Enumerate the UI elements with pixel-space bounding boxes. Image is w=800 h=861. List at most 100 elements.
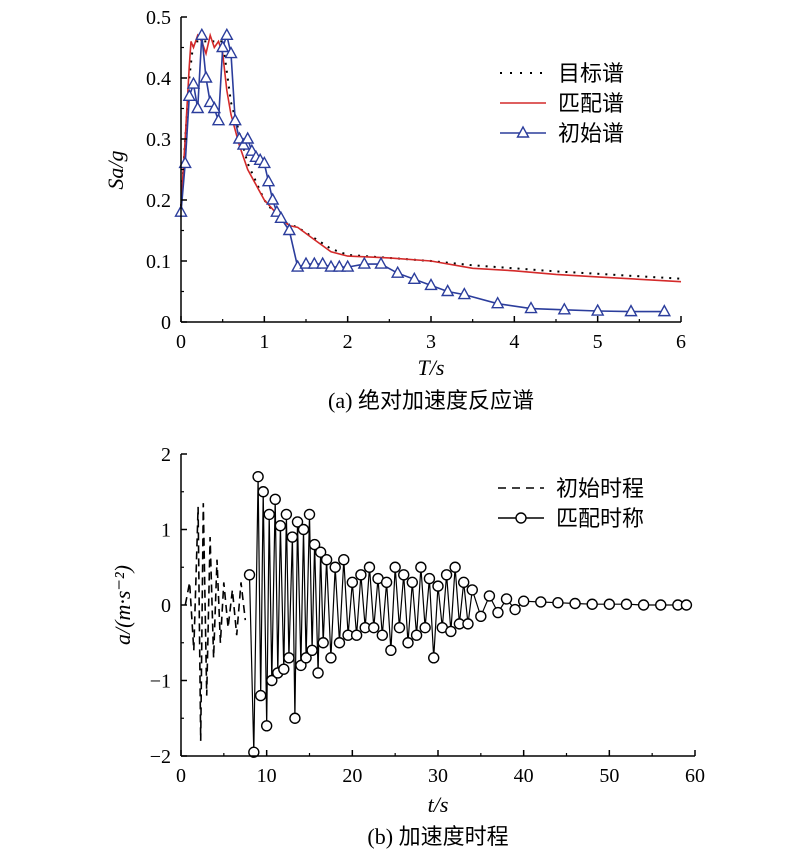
series-point-triangle [332, 259, 347, 272]
series-point-circle [603, 598, 616, 610]
x-tick-label: 20 [342, 765, 362, 787]
x-tick-label: 6 [676, 331, 686, 353]
series-point-circle [269, 493, 281, 505]
series-point-triangle [257, 155, 272, 169]
panel-b-caption: (b) 加速度时程 [367, 824, 508, 849]
series-point-circle [308, 538, 321, 551]
y-tick-label: 0 [161, 312, 171, 334]
series-point-circle [509, 603, 521, 616]
series-point-circle [329, 561, 341, 573]
series-point-circle [314, 546, 327, 558]
panel-b-ticks: 0 10 20 30 40 50 60 −2 −1 0 1 2 [150, 444, 705, 787]
x-tick-label: 50 [599, 765, 619, 787]
panel-b-ylabel-text: a/(m·s⁻²) [110, 565, 135, 645]
y-tick-label: 0.1 [146, 251, 171, 273]
series-line-1 [180, 40, 682, 280]
series-point-triangle [315, 256, 330, 269]
series-point-circle [458, 576, 470, 589]
series-point-circle [569, 597, 581, 610]
series-point-triangle [178, 155, 192, 169]
series-point-triangle [240, 131, 255, 144]
series-point-circle [243, 569, 256, 581]
series-point-circle [278, 663, 290, 675]
series-point-circle [252, 470, 264, 483]
series-point-circle [398, 569, 410, 581]
series-point-circle [291, 516, 304, 528]
series-point-circle [428, 652, 440, 664]
series-point-triangle [424, 277, 438, 291]
series-point-triangle [265, 192, 280, 205]
series-point-circle [535, 596, 547, 608]
series-point-circle [257, 486, 269, 498]
series-point-circle [303, 508, 316, 521]
panel-a-ticks: 0 1 2 3 4 5 6 0 0.1 0.2 0.3 0.4 0.5 [146, 7, 686, 353]
series-point-circle [475, 610, 487, 623]
panel-a-series-layer [174, 27, 682, 317]
series-point-circle [346, 576, 359, 589]
series-point-circle [415, 561, 427, 573]
series-point-triangle [195, 27, 209, 40]
series-point-triangle [390, 265, 405, 278]
y-tick-label: −2 [150, 746, 171, 768]
series-point-triangle [557, 302, 572, 315]
series-point-circle [462, 618, 474, 630]
x-tick-label: 5 [593, 331, 603, 353]
series-point-circle [655, 599, 667, 611]
legend-label-1: 初始时程 [556, 476, 644, 501]
series-point-triangle [624, 304, 638, 317]
series-point-circle [355, 569, 367, 581]
series-point-circle [419, 621, 431, 634]
series-point-triangle [657, 304, 672, 317]
series-point-triangle [220, 27, 234, 40]
series-point-circle [449, 561, 461, 573]
series-point-triangle [199, 70, 213, 83]
series-point-circle [325, 652, 337, 664]
series-point-circle [248, 746, 260, 758]
series-point-circle [393, 621, 406, 634]
series-point-circle [317, 637, 329, 649]
series-point-circle [289, 712, 301, 724]
series-point-triangle [374, 256, 388, 269]
series-point-circle [466, 584, 478, 596]
x-tick-label: 1 [259, 331, 269, 353]
series-point-circle [274, 520, 287, 532]
panel-a-ylabel-text: Sa/g [103, 150, 128, 189]
series-point-triangle [590, 303, 605, 316]
series-line-1 [184, 503, 247, 741]
series-point-circle [620, 598, 633, 610]
series-point-triangle [299, 256, 313, 269]
series-point-triangle [490, 296, 505, 309]
series-point-triangle [211, 113, 226, 126]
series-point-circle [552, 597, 564, 609]
series-point-circle [385, 644, 397, 656]
series-point-triangle [440, 284, 455, 297]
series-point-circle [350, 629, 363, 641]
series-point-circle [333, 637, 346, 649]
panel-b-time-history: 0 10 20 30 40 50 60 −2 −1 0 1 2 a/(m·s⁻²) t/s (b) 加… [110, 444, 705, 849]
series-point-circle [286, 531, 299, 543]
series-point-circle [260, 720, 273, 732]
series-point-circle [254, 689, 267, 702]
series-point-triangle [236, 137, 251, 150]
legend-label-3: 初始谱 [558, 121, 624, 146]
y-tick-label: 2 [161, 444, 171, 466]
legend-label-2: 匹配谱 [558, 91, 624, 116]
series-point-circle [266, 674, 278, 687]
y-tick-label: −1 [150, 671, 171, 693]
series-point-circle [402, 637, 414, 649]
series-point-circle [406, 576, 418, 589]
series-point-triangle [340, 259, 355, 272]
x-tick-label: 0 [176, 331, 186, 353]
series-point-triangle [224, 46, 238, 59]
series-point-circle [423, 572, 436, 585]
series-point-circle [410, 629, 423, 641]
series-point-circle [586, 598, 598, 610]
panel-a-xlabel: T/s [418, 355, 445, 380]
series-point-circle [363, 561, 376, 573]
series-point-circle [283, 652, 295, 664]
series-point-circle [312, 667, 324, 679]
series-point-circle [380, 576, 393, 589]
y-tick-label: 0.5 [146, 7, 171, 29]
